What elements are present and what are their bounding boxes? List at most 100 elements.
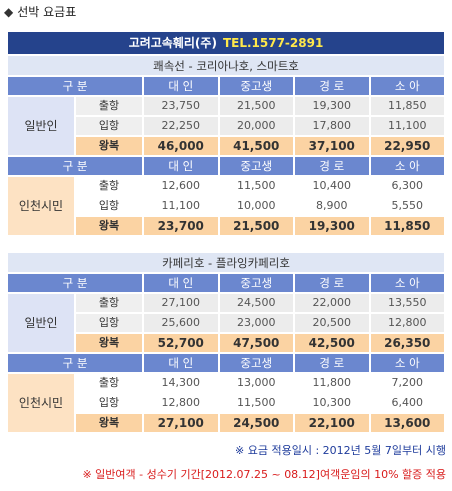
trip-roundtrip-label: 왕복 (76, 137, 142, 155)
header-senior: 경 로 (295, 274, 369, 292)
trip-roundtrip-label: 왕복 (76, 217, 142, 235)
table-row: 왕복 23,700 21,500 19,300 11,850 (8, 217, 444, 235)
incheon-header-row: 구 분 대 인 중고생 경 로 소 아 (8, 354, 444, 372)
group-general-label: 일반인 (8, 294, 74, 352)
fare-cell: 23,750 (144, 97, 218, 115)
fare-cell-roundtrip: 22,950 (370, 137, 444, 155)
trip-departure-label: 출항 (76, 97, 142, 115)
fare-cell: 5,550 (370, 197, 444, 215)
fare-cell-roundtrip: 41,500 (219, 137, 293, 155)
trip-arrival-label: 입항 (76, 394, 142, 412)
fare-cell: 11,100 (370, 117, 444, 135)
fare-cell: 13,000 (219, 374, 293, 392)
trip-roundtrip-label: 왕복 (76, 334, 142, 352)
fare-cell: 12,800 (144, 394, 218, 412)
fare-cell-roundtrip: 26,350 (370, 334, 444, 352)
page-title: ◆ 선박 요금표 (4, 2, 76, 22)
fare-cell: 8,900 (295, 197, 369, 215)
table-row: 인천시민 출항 12,600 11,500 10,400 6,300 (8, 177, 444, 235)
fare-cell: 10,400 (295, 177, 369, 195)
fare-cell-roundtrip: 42,500 (295, 334, 369, 352)
header-adult: 대 인 (144, 157, 218, 175)
fare-cell: 25,600 (144, 314, 218, 332)
fare-cell: 23,000 (219, 314, 293, 332)
header-student: 중고생 (219, 354, 293, 372)
fare-cell-roundtrip: 19,300 (295, 217, 369, 235)
incheon-header-row: 구 분 대 인 중고생 경 로 소 아 (8, 157, 444, 175)
fare-cell: 10,000 (219, 197, 293, 215)
page-title-text: 선박 요금표 (17, 5, 77, 19)
company-name: 고려고속훼리(주) (128, 36, 217, 50)
fare-cell: 20,000 (219, 117, 293, 135)
table-row: 왕복 27,100 24,500 22,100 13,600 (8, 414, 444, 432)
table-row: 일반인 출항 23,750 21,500 19,300 11,850 (8, 97, 444, 155)
header-adult: 대 인 (144, 77, 218, 95)
header-senior: 경 로 (295, 157, 369, 175)
fare-cell-roundtrip: 23,700 (144, 217, 218, 235)
fare-cell-roundtrip: 22,100 (295, 414, 369, 432)
trip-arrival-label: 입항 (76, 197, 142, 215)
fare-cell-roundtrip: 47,500 (219, 334, 293, 352)
fare-cell-roundtrip: 27,100 (144, 414, 218, 432)
fare-cell: 6,300 (370, 177, 444, 195)
header-student: 중고생 (219, 157, 293, 175)
fare-table-carferry: 카페리호 - 플라잉카페리호 구 분 대 인 중고생 경 로 소 아 일반인 출… (6, 251, 446, 434)
fare-cell: 12,800 (370, 314, 444, 332)
fare-cell-roundtrip: 46,000 (144, 137, 218, 155)
header-senior: 경 로 (295, 77, 369, 95)
header-child: 소 아 (370, 354, 444, 372)
trip-departure-label: 출항 (76, 294, 142, 312)
fare-cell: 10,300 (295, 394, 369, 412)
fare-cell: 21,500 (219, 97, 293, 115)
header-child: 소 아 (370, 77, 444, 95)
fare-cell: 12,600 (144, 177, 218, 195)
header-category: 구 분 (8, 274, 142, 292)
table-row: 입항 25,600 23,000 20,500 12,800 (8, 314, 444, 332)
header-adult: 대 인 (144, 274, 218, 292)
fare-cell: 11,800 (295, 374, 369, 392)
trip-arrival-label: 입항 (76, 117, 142, 135)
peak-season-surcharge-note: ※ 일반여객 - 성수기 기간[2012.07.25 ~ 08.12]여객운임의… (82, 468, 446, 481)
fare-cell: 27,100 (144, 294, 218, 312)
table-row: 입항 11,100 10,000 8,900 5,550 (8, 197, 444, 215)
fare-cell-roundtrip: 52,700 (144, 334, 218, 352)
table-row: 왕복 46,000 41,500 37,100 22,950 (8, 137, 444, 155)
group-incheon-label: 인천시민 (8, 374, 74, 432)
fare-cell-roundtrip: 13,600 (370, 414, 444, 432)
fare-cell: 20,500 (295, 314, 369, 332)
header-student: 중고생 (219, 77, 293, 95)
fare-table-express: 고려고속훼리(주) TEL.1577-2891 쾌속선 - 코리아나호, 스마트호… (6, 30, 446, 237)
route-title: 카페리호 - 플라잉카페리호 (8, 253, 444, 272)
header-student: 중고생 (219, 274, 293, 292)
fare-cell: 24,500 (219, 294, 293, 312)
effective-date-note: ※ 요금 적용일시 : 2012년 5월 7일부터 시행 (235, 444, 446, 457)
fare-cell: 11,500 (219, 394, 293, 412)
fare-cell: 6,400 (370, 394, 444, 412)
group-incheon-label: 인천시민 (8, 177, 74, 235)
route-title: 쾌속선 - 코리아나호, 스마트호 (8, 56, 444, 75)
table-row: 일반인 출항 27,100 24,500 22,000 13,550 (8, 294, 444, 352)
fare-cell: 11,850 (370, 97, 444, 115)
fare-cell: 22,000 (295, 294, 369, 312)
table-row: 왕복 52,700 47,500 42,500 26,350 (8, 334, 444, 352)
fare-cell: 19,300 (295, 97, 369, 115)
header-adult: 대 인 (144, 354, 218, 372)
table-row: 인천시민 출항 14,300 13,000 11,800 7,200 (8, 374, 444, 432)
trip-roundtrip-label: 왕복 (76, 414, 142, 432)
table-row: 입항 22,250 20,000 17,800 11,100 (8, 117, 444, 135)
company-banner: 고려고속훼리(주) TEL.1577-2891 (8, 32, 444, 54)
header-child: 소 아 (370, 274, 444, 292)
fare-cell: 11,500 (219, 177, 293, 195)
diamond-bullet-icon: ◆ (4, 5, 14, 19)
fare-cell: 17,800 (295, 117, 369, 135)
fare-cell-roundtrip: 37,100 (295, 137, 369, 155)
header-senior: 경 로 (295, 354, 369, 372)
company-tel: TEL.1577-2891 (222, 36, 324, 50)
general-header-row: 구 분 대 인 중고생 경 로 소 아 (8, 274, 444, 292)
header-category: 구 분 (8, 77, 142, 95)
header-category: 구 분 (8, 157, 142, 175)
table-row: 입항 12,800 11,500 10,300 6,400 (8, 394, 444, 412)
fare-cell: 14,300 (144, 374, 218, 392)
header-category: 구 분 (8, 354, 142, 372)
fare-cell: 7,200 (370, 374, 444, 392)
